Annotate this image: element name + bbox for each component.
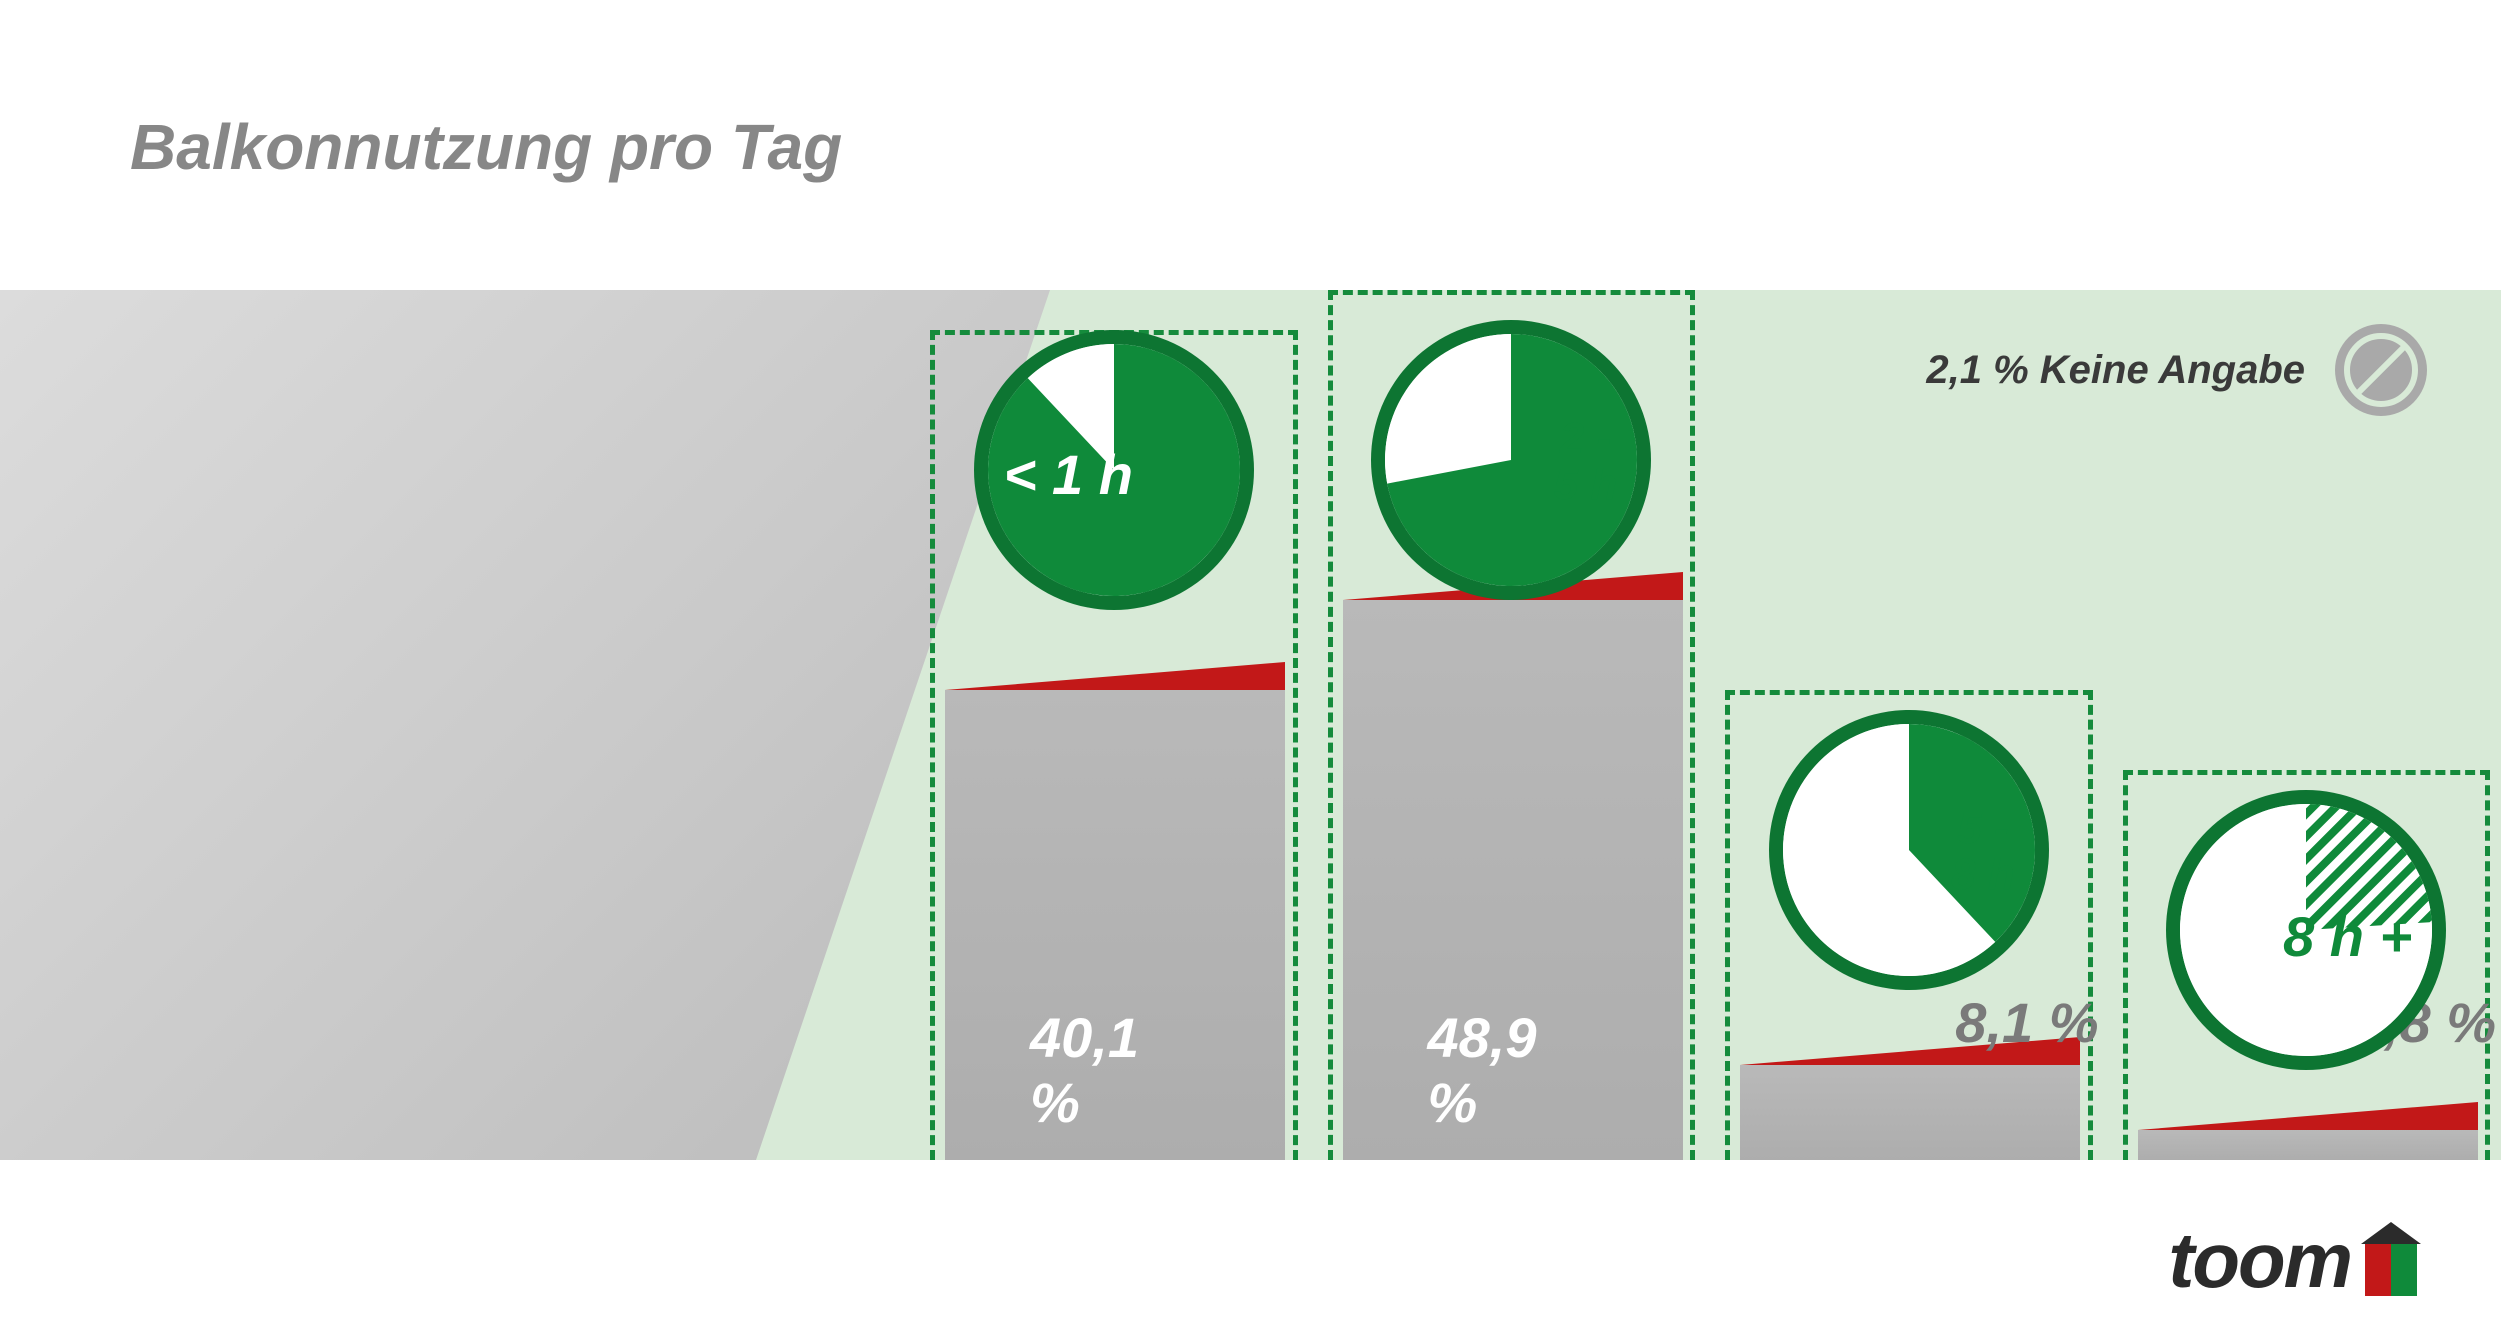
bar-item-5to8h: 8,1 % 5 - 8 h xyxy=(1725,290,2093,1160)
pie-wrap: < 1 h xyxy=(974,330,1254,610)
pie-label: 2 - 5 h xyxy=(1554,416,1618,508)
bar-item-2to5h: 48,9 % 2 - 5 h xyxy=(1328,290,1696,1160)
pie-label: 5 - 8 h xyxy=(1951,806,2015,898)
percent-label: 48,9 % xyxy=(1428,1005,1598,1135)
bar-item-lt1h: 40,1 % < 1 h xyxy=(930,290,1298,1160)
pie-wrap: 8 h + xyxy=(2166,790,2446,1070)
bar-chart: 40,1 % < 1 h48,9 % 2 - 5 h8,1 % 5 - 8 h0… xyxy=(930,290,2490,1160)
brand-logo: toom xyxy=(2168,1215,2421,1306)
percent-label: 8,1 % xyxy=(1955,990,2098,1055)
red-accent xyxy=(945,662,1285,690)
pie-label: < 1 h xyxy=(1004,446,1133,505)
bar-body xyxy=(2138,1130,2478,1160)
page-title: Balkonnutzung pro Tag xyxy=(130,110,842,184)
bar-body xyxy=(1740,1065,2080,1160)
bar-item-8hplus: 0,8 % 8 h + xyxy=(2123,290,2491,1160)
bar-body: 48,9 % xyxy=(1343,600,1683,1160)
percent-label: 40,1 % xyxy=(1030,1005,1200,1135)
logo-mark-icon xyxy=(2361,1222,2421,1300)
red-accent xyxy=(2138,1102,2478,1130)
pie-wrap: 5 - 8 h xyxy=(1769,710,2049,990)
pie-label: 8 h + xyxy=(2283,908,2412,967)
pie-wrap: 2 - 5 h xyxy=(1371,320,1651,600)
logo-text: toom xyxy=(2168,1215,2351,1306)
bar-body: 40,1 % xyxy=(945,690,1285,1160)
infographic-canvas: Balkonnutzung pro Tag 2,1 % Keine Angabe… xyxy=(0,0,2501,1326)
